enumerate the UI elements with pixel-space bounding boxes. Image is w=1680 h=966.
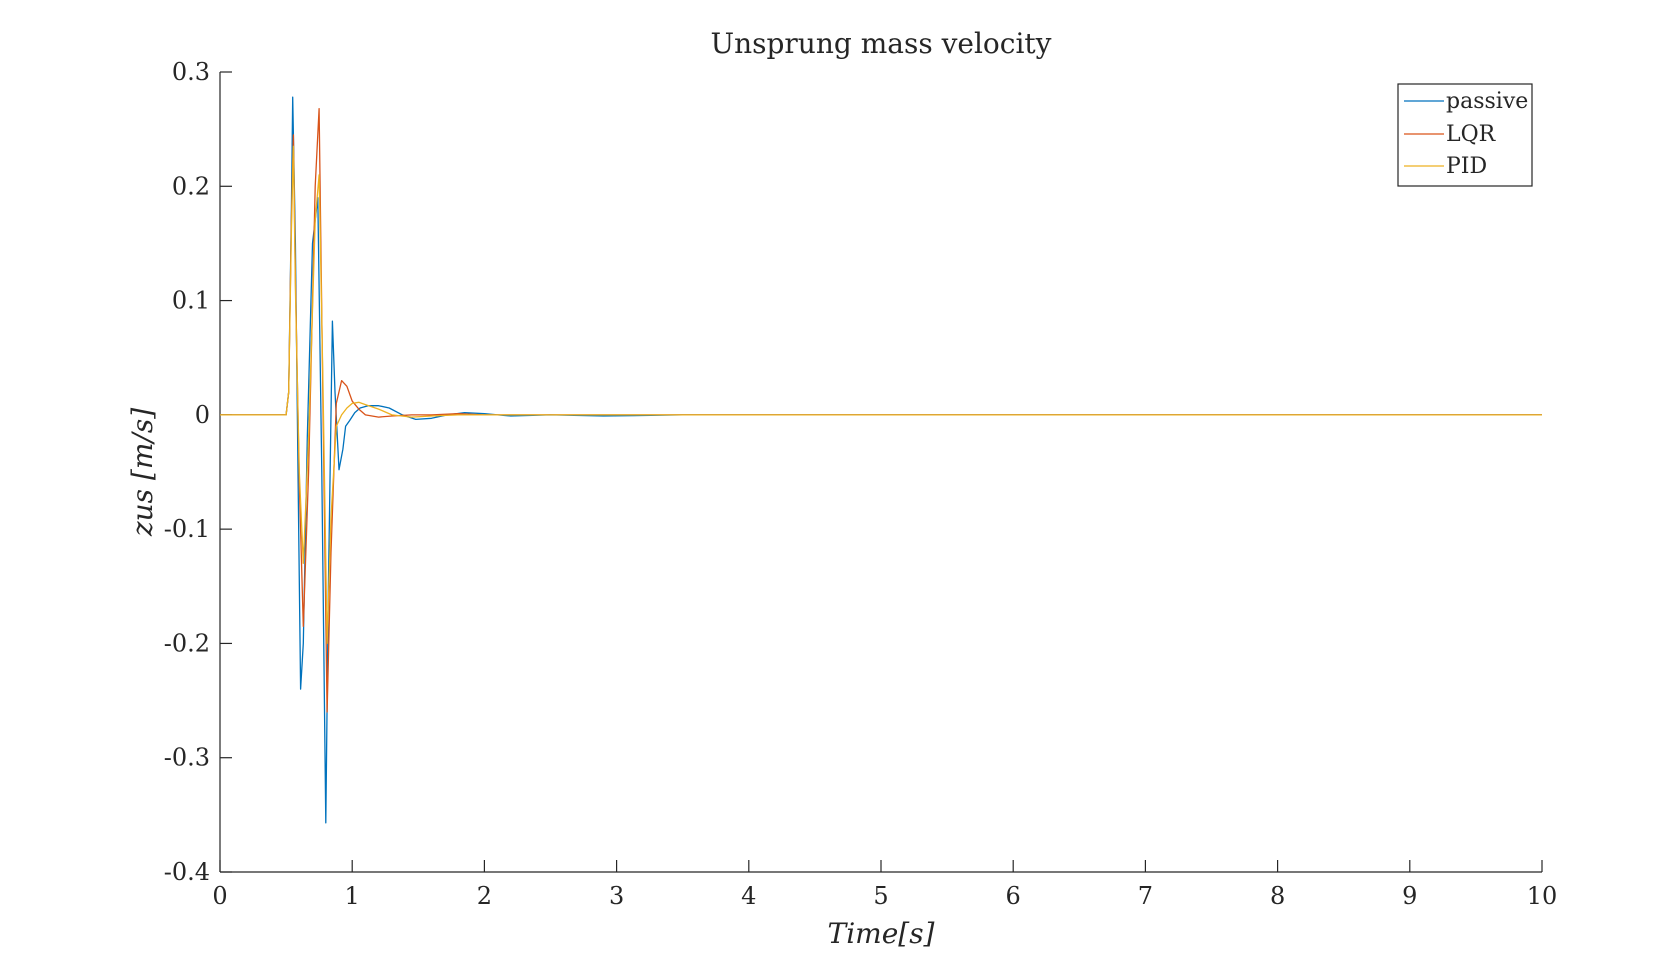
y-tick-label: 0.1 — [172, 287, 210, 315]
legend: passive LQR PID — [1397, 83, 1533, 187]
series-line-pid — [220, 145, 1542, 645]
y-axis-label: zus [m/s] — [126, 408, 159, 537]
y-tick-label: -0.2 — [164, 629, 210, 657]
x-tick-label: 9 — [1402, 882, 1417, 910]
x-tick-label: 0 — [212, 882, 227, 910]
x-tick-label: 5 — [873, 882, 888, 910]
x-tick-label: 3 — [609, 882, 624, 910]
series-layer — [220, 96, 1542, 824]
x-tick-label: 4 — [741, 882, 756, 910]
y-tick-label: 0.3 — [172, 58, 210, 86]
y-tick-label: -0.1 — [164, 515, 210, 543]
y-tick-label: 0.2 — [172, 172, 210, 200]
x-tick-label: 8 — [1270, 882, 1285, 910]
x-tick-label: 10 — [1527, 882, 1558, 910]
y-tick-label: 0 — [195, 401, 210, 429]
y-tick-label: -0.4 — [164, 858, 210, 886]
x-tick-label: 7 — [1138, 882, 1153, 910]
x-tick-label: 6 — [1006, 882, 1021, 910]
x-axis-label: Time[s] — [828, 917, 935, 950]
legend-label-lqr: LQR — [1446, 122, 1497, 147]
series-line-lqr — [220, 107, 1542, 713]
x-tick-label: 1 — [345, 882, 360, 910]
chart-title: Unsprung mass velocity — [711, 27, 1052, 60]
x-tick-label: 2 — [477, 882, 492, 910]
plot-area — [219, 72, 1542, 873]
legend-label-passive: passive — [1446, 89, 1528, 114]
y-tick-label: -0.3 — [164, 744, 210, 772]
axis-ticks: 0 1 2 3 4 5 6 7 8 9 10 0.3 0.2 0.1 0 -0.1 -0.2 -0.3 -0.4 — [164, 58, 1558, 910]
legend-label-pid: PID — [1446, 154, 1487, 179]
series-line-passive — [220, 96, 1542, 824]
